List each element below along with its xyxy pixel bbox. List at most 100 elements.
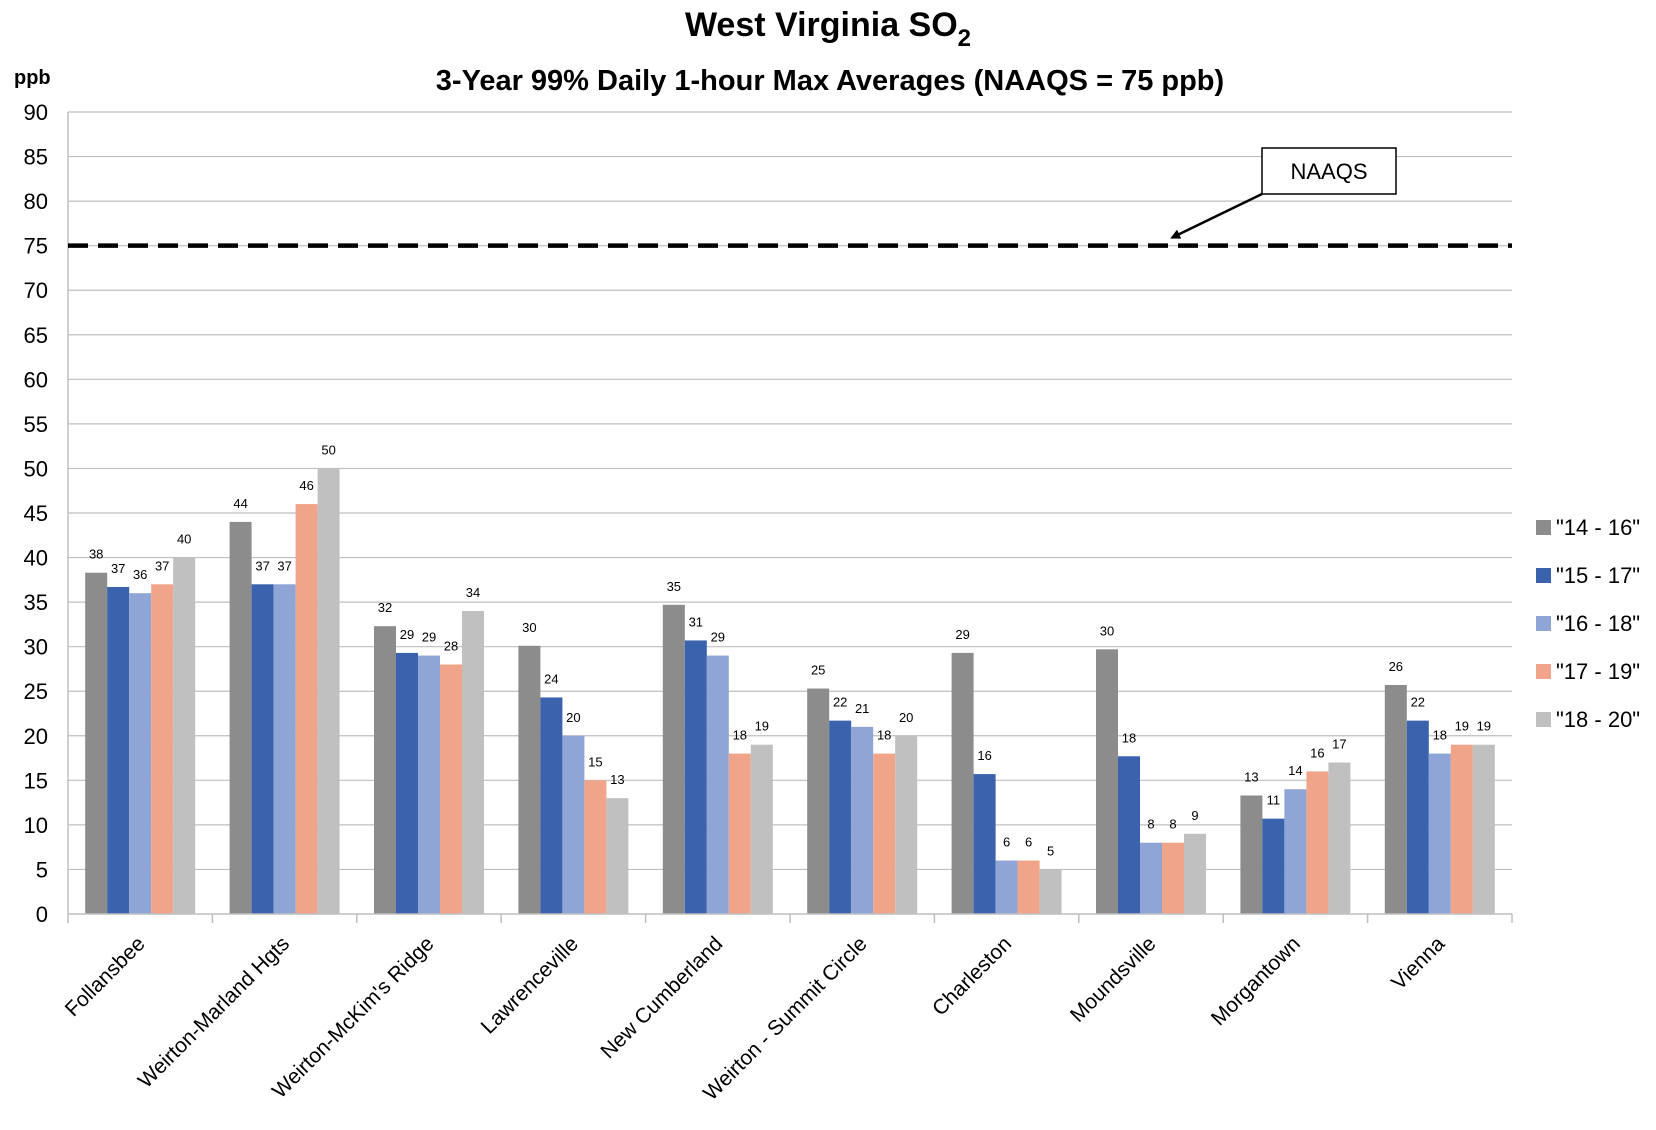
bar xyxy=(317,468,340,914)
chart-title-subscript: 2 xyxy=(958,25,971,52)
bar xyxy=(396,652,418,914)
category-label: Weirton - Summit Circle xyxy=(699,932,872,1105)
data-label: 22 xyxy=(1411,695,1425,710)
data-label: 13 xyxy=(610,772,624,787)
data-label: 20 xyxy=(899,710,913,725)
bar xyxy=(251,584,274,914)
data-label: 16 xyxy=(977,748,991,763)
data-label: 22 xyxy=(833,695,847,710)
chart-title: West Virginia SO2 xyxy=(685,6,971,52)
data-label: 8 xyxy=(1147,817,1154,832)
y-tick-label: 40 xyxy=(24,546,48,571)
data-label: 37 xyxy=(277,558,291,573)
legend-label: "14 - 16" xyxy=(1556,515,1640,540)
bar xyxy=(584,780,607,914)
data-label: 37 xyxy=(155,558,169,573)
legend-swatch xyxy=(1536,664,1551,679)
bar xyxy=(995,860,1018,914)
bar xyxy=(951,652,974,914)
bar xyxy=(1162,842,1184,914)
bar xyxy=(873,753,896,914)
bar xyxy=(562,735,585,914)
y-axis-unit-label: ppb xyxy=(14,67,51,89)
data-label: 6 xyxy=(1003,835,1010,850)
category-label: Charleston xyxy=(928,932,1016,1020)
bar xyxy=(606,798,629,914)
bar xyxy=(1140,842,1162,914)
legend-swatch xyxy=(1536,568,1551,583)
category-label: New Cumberland xyxy=(596,932,727,1063)
data-label: 25 xyxy=(811,663,825,678)
y-tick-label: 70 xyxy=(24,278,48,303)
y-tick-label: 75 xyxy=(24,234,48,259)
category-label: Weirton-McKim's Ridge xyxy=(268,932,439,1103)
bar xyxy=(973,774,996,914)
data-label: 34 xyxy=(466,585,480,600)
y-tick-label: 30 xyxy=(24,635,48,660)
data-label: 26 xyxy=(1389,659,1403,674)
y-tick-label: 65 xyxy=(24,323,48,348)
y-tick-label: 15 xyxy=(24,768,48,793)
category-label: Vienna xyxy=(1387,932,1449,994)
data-labels: 38 37 36 37 40 44 37 37 46 50 32 29 29 28 34 30 24 20 15 13… xyxy=(89,442,1491,858)
data-label: 18 xyxy=(1433,728,1447,743)
bar xyxy=(1450,744,1473,914)
bar xyxy=(895,735,918,914)
data-label: 21 xyxy=(855,701,869,716)
bar xyxy=(728,753,751,914)
data-label: 8 xyxy=(1169,817,1176,832)
data-label: 17 xyxy=(1332,737,1346,752)
y-tick-label: 35 xyxy=(24,590,48,615)
y-tick-label: 25 xyxy=(24,679,48,704)
legend-swatch xyxy=(1536,616,1551,631)
bar xyxy=(107,586,130,914)
data-label: 40 xyxy=(177,532,191,547)
legend-label: "18 - 20" xyxy=(1556,707,1640,732)
bar xyxy=(1284,789,1307,914)
y-tick-label: 20 xyxy=(24,724,48,749)
y-tick-label: 55 xyxy=(24,412,48,437)
y-tick-label: 60 xyxy=(24,367,48,392)
bar xyxy=(1306,771,1329,914)
data-label: 46 xyxy=(299,478,313,493)
bar xyxy=(518,645,541,914)
category-label: Weirton-Marland Hgts xyxy=(134,932,294,1092)
bar xyxy=(807,688,830,914)
data-label: 35 xyxy=(667,579,681,594)
data-label: 36 xyxy=(133,567,147,582)
bar xyxy=(173,557,196,914)
data-label: 18 xyxy=(877,728,891,743)
legend-swatch xyxy=(1536,712,1551,727)
bars xyxy=(85,468,1495,914)
bar xyxy=(85,572,108,914)
data-label: 19 xyxy=(1477,719,1491,734)
data-label: 19 xyxy=(755,719,769,734)
data-label: 19 xyxy=(1455,719,1469,734)
category-label: Lawrenceville xyxy=(477,932,583,1038)
data-label: 28 xyxy=(444,638,458,653)
bar xyxy=(1017,860,1040,914)
category-label: Morgantown xyxy=(1207,932,1305,1030)
data-label: 37 xyxy=(111,561,125,576)
data-label: 15 xyxy=(588,754,602,769)
data-label: 44 xyxy=(233,496,247,511)
bar xyxy=(418,655,440,914)
bar xyxy=(1184,833,1206,914)
bar xyxy=(829,720,852,914)
data-label: 31 xyxy=(689,614,703,629)
data-label: 6 xyxy=(1025,835,1032,850)
data-label: 37 xyxy=(255,558,269,573)
data-label: 20 xyxy=(566,710,580,725)
legend-label: "16 - 18" xyxy=(1556,611,1640,636)
data-label: 29 xyxy=(711,630,725,645)
bar xyxy=(462,611,484,914)
bar xyxy=(540,697,563,914)
bar xyxy=(440,664,462,914)
data-label: 11 xyxy=(1267,793,1281,808)
data-label: 38 xyxy=(89,547,103,562)
bar xyxy=(1472,744,1495,914)
y-tick-label: 10 xyxy=(24,813,48,838)
data-label: 9 xyxy=(1191,808,1198,823)
bar xyxy=(374,626,396,914)
